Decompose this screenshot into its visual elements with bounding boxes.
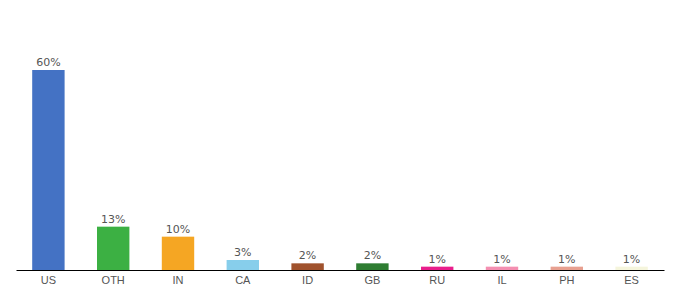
data-label: 10%: [166, 223, 190, 236]
data-labels: 60% 13% 10% 3% 2% 2% 1% 1% 1% 1%: [36, 56, 640, 266]
tick: IL: [497, 270, 506, 286]
tick: PH: [559, 270, 574, 286]
tick-label: IL: [497, 274, 506, 286]
tick-label: US: [41, 274, 56, 286]
plot: US OTH IN CA ID GB RU IL PH ES 60% 13% 10% 3% 2% 2% 1% 1%…: [17, 56, 665, 286]
bar: [32, 70, 64, 270]
bar: [551, 267, 583, 270]
tick-label: GB: [364, 274, 380, 286]
data-label: 3%: [234, 246, 251, 259]
tick: CA: [235, 270, 251, 286]
tick-label: RU: [429, 274, 445, 286]
tick-label: OTH: [102, 274, 125, 286]
bar: [615, 267, 647, 270]
bar: [97, 227, 129, 270]
tick-label: ES: [624, 274, 639, 286]
tick: ES: [624, 270, 639, 286]
data-label: 2%: [364, 249, 381, 262]
bar: [227, 260, 259, 270]
tick: ID: [302, 270, 313, 286]
bar: [356, 263, 388, 270]
tick: RU: [429, 270, 445, 286]
tick: GB: [364, 270, 380, 286]
data-label: 2%: [299, 249, 316, 262]
tick: OTH: [102, 270, 125, 286]
data-label: 60%: [36, 56, 60, 69]
chart: US OTH IN CA ID GB RU IL PH ES 60% 13% 10% 3% 2% 2% 1% 1%…: [0, 0, 680, 300]
data-label: 1%: [428, 253, 445, 266]
tick: IN: [173, 270, 184, 286]
x-axis: US OTH IN CA ID GB RU IL PH ES: [17, 270, 665, 286]
data-label: 1%: [558, 253, 575, 266]
bar: [421, 267, 453, 270]
data-label: 13%: [101, 213, 125, 226]
tick-label: ID: [302, 274, 313, 286]
axis-line: [17, 270, 665, 271]
tick-label: IN: [173, 274, 184, 286]
data-label: 1%: [493, 253, 510, 266]
tick: US: [41, 270, 56, 286]
bars: [32, 70, 648, 270]
tick-label: PH: [559, 274, 574, 286]
bar: [162, 237, 194, 270]
data-label: 1%: [623, 253, 640, 266]
tick-label: CA: [235, 274, 251, 286]
bar: [291, 263, 323, 270]
bar: [486, 267, 518, 270]
